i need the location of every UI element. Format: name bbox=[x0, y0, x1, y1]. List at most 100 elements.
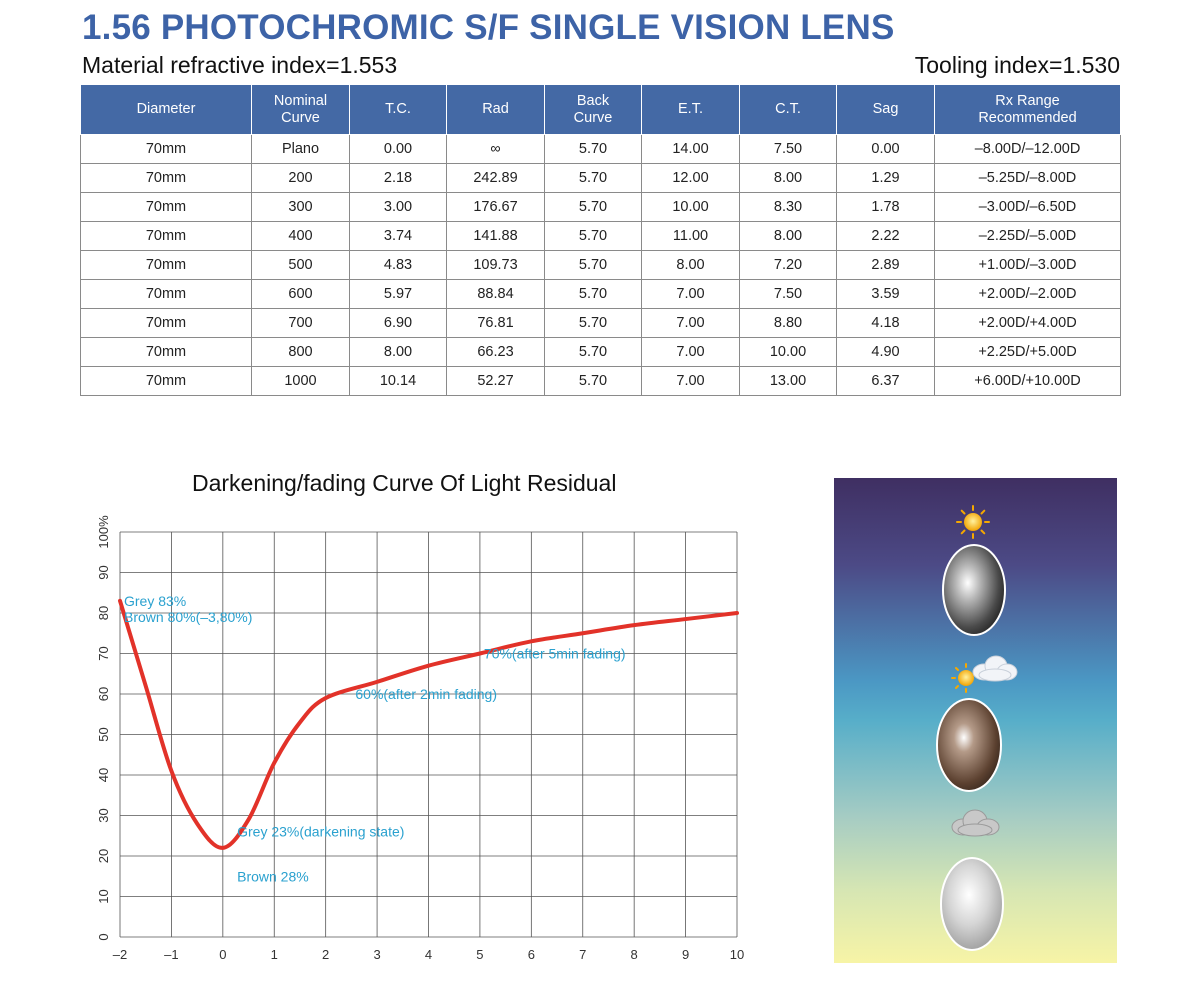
table-cell: 200 bbox=[251, 163, 350, 193]
table-cell: 70mm bbox=[80, 279, 252, 309]
x-tick-label: 2 bbox=[322, 947, 329, 962]
chart-title: Darkening/fading Curve Of Light Residual bbox=[192, 470, 617, 496]
table-cell: +2.25D/+5.00D bbox=[934, 337, 1121, 367]
table-cell: 52.27 bbox=[446, 366, 545, 396]
clear-lens bbox=[940, 857, 1004, 951]
x-tick-label: 10 bbox=[730, 947, 744, 962]
spec-table: Diameter Nominal Curve T.C. Rad Back Cur… bbox=[80, 84, 1121, 396]
x-tick-label: –1 bbox=[164, 947, 178, 962]
table-cell: 10.14 bbox=[349, 366, 447, 396]
header-rad: Rad bbox=[446, 84, 545, 135]
table-cell: 12.00 bbox=[641, 163, 740, 193]
table-cell: 6.37 bbox=[836, 366, 935, 396]
table-cell: 70mm bbox=[80, 163, 252, 193]
table-cell: 2.18 bbox=[349, 163, 447, 193]
residual-light-chart: –2 –1 0 1 2 3 4 5 6 7 8 9 100102030405060708090100% … bbox=[96, 515, 744, 962]
y-tick-label: 70 bbox=[96, 646, 111, 660]
x-tick-label: 8 bbox=[631, 947, 638, 962]
table-header-row: Diameter Nominal Curve T.C. Rad Back Cur… bbox=[80, 84, 1121, 135]
header-nominal-curve: Nominal Curve bbox=[251, 84, 350, 135]
y-tick-label: 60 bbox=[96, 687, 111, 701]
table-cell: 3.00 bbox=[349, 192, 447, 222]
chart-annotation: Brown 80%(–3,80%) bbox=[124, 609, 252, 625]
table-row: 70mm 800 8.00 66.23 5.70 7.00 10.00 4.90 +2.25D/… bbox=[80, 337, 1121, 367]
table-row: 70mm Plano 0.00 ∞ 5.70 14.00 7.50 0.00 –8.00D/–1… bbox=[80, 134, 1121, 164]
table-cell: 88.84 bbox=[446, 279, 545, 309]
brown-lens bbox=[936, 698, 1002, 792]
chart-annotation: Brown 28% bbox=[237, 868, 309, 884]
table-cell: 800 bbox=[251, 337, 350, 367]
table-cell: 5.70 bbox=[544, 366, 642, 396]
table-cell: +6.00D/+10.00D bbox=[934, 366, 1121, 396]
material-index: Material refractive index=1.553 bbox=[82, 52, 398, 78]
tooling-index: Tooling index=1.530 bbox=[914, 52, 1120, 78]
y-tick-label: 80 bbox=[96, 606, 111, 620]
table-cell: 70mm bbox=[80, 134, 252, 164]
table-cell: –2.25D/–5.00D bbox=[934, 221, 1121, 251]
table-cell: 3.74 bbox=[349, 221, 447, 251]
table-cell: 8.30 bbox=[739, 192, 837, 222]
header-sag: Sag bbox=[836, 84, 935, 135]
table-cell: 8.00 bbox=[641, 250, 740, 280]
x-tick-label: 5 bbox=[476, 947, 483, 962]
x-tick-label: 1 bbox=[271, 947, 278, 962]
grey-lens bbox=[942, 544, 1006, 636]
table-cell: 76.81 bbox=[446, 308, 545, 338]
table-cell: –8.00D/–12.00D bbox=[934, 134, 1121, 164]
table-cell: 5.70 bbox=[544, 192, 642, 222]
y-tick-label: 10 bbox=[96, 889, 111, 903]
header-et: E.T. bbox=[641, 84, 740, 135]
table-cell: 70mm bbox=[80, 308, 252, 338]
table-cell: 3.59 bbox=[836, 279, 935, 309]
table-cell: 0.00 bbox=[836, 134, 935, 164]
table-cell: +1.00D/–3.00D bbox=[934, 250, 1121, 280]
table-cell: 7.00 bbox=[641, 308, 740, 338]
table-cell: 5.70 bbox=[544, 279, 642, 309]
table-cell: –3.00D/–6.50D bbox=[934, 192, 1121, 222]
cloud-icon bbox=[951, 809, 1000, 837]
table-cell: 70mm bbox=[80, 337, 252, 367]
y-tick-label: 0 bbox=[96, 933, 111, 940]
header-ct: C.T. bbox=[739, 84, 837, 135]
table-cell: 8.00 bbox=[349, 337, 447, 367]
table-cell: 7.00 bbox=[641, 337, 740, 367]
table-cell: 7.00 bbox=[641, 279, 740, 309]
table-cell: 5.70 bbox=[544, 308, 642, 338]
table-cell: +2.00D/+4.00D bbox=[934, 308, 1121, 338]
table-row: 70mm 300 3.00 176.67 5.70 10.00 8.30 1.78 –3.00D… bbox=[80, 192, 1121, 222]
y-tick-label: 30 bbox=[96, 808, 111, 822]
sun-icon bbox=[956, 505, 990, 539]
table-cell: 11.00 bbox=[641, 221, 740, 251]
table-cell: 1000 bbox=[251, 366, 350, 396]
x-tick-label: –2 bbox=[113, 947, 127, 962]
table-cell: 242.89 bbox=[446, 163, 545, 193]
table-cell: –5.25D/–8.00D bbox=[934, 163, 1121, 193]
table-cell: 0.00 bbox=[349, 134, 447, 164]
table-cell: 8.00 bbox=[739, 221, 837, 251]
table-cell: 7.50 bbox=[739, 134, 837, 164]
y-tick-label: 100% bbox=[96, 515, 111, 549]
table-cell: 10.00 bbox=[739, 337, 837, 367]
table-cell: 600 bbox=[251, 279, 350, 309]
x-tick-label: 0 bbox=[219, 947, 226, 962]
table-cell: 4.83 bbox=[349, 250, 447, 280]
table-cell: 400 bbox=[251, 221, 350, 251]
table-cell: 2.89 bbox=[836, 250, 935, 280]
table-cell: 300 bbox=[251, 192, 350, 222]
table-cell: 5.70 bbox=[544, 337, 642, 367]
table-cell: 7.00 bbox=[641, 366, 740, 396]
table-cell: 109.73 bbox=[446, 250, 545, 280]
chart-annotation: Grey 23%(darkening state) bbox=[237, 824, 404, 840]
x-tick-label: 4 bbox=[425, 947, 432, 962]
lens-illustration-panel bbox=[834, 478, 1117, 963]
x-tick-label: 6 bbox=[528, 947, 535, 962]
table-cell: 1.29 bbox=[836, 163, 935, 193]
table-cell: 5.70 bbox=[544, 221, 642, 251]
series-line bbox=[118, 598, 739, 850]
chart-annotation: 70%(after 5min fading) bbox=[484, 646, 626, 662]
table-cell: Plano bbox=[251, 134, 350, 164]
x-tick-label: 3 bbox=[373, 947, 380, 962]
table-cell: 4.18 bbox=[836, 308, 935, 338]
table-cell: 7.50 bbox=[739, 279, 837, 309]
table-row: 70mm 400 3.74 141.88 5.70 11.00 8.00 2.22 –2.25D… bbox=[80, 221, 1121, 251]
